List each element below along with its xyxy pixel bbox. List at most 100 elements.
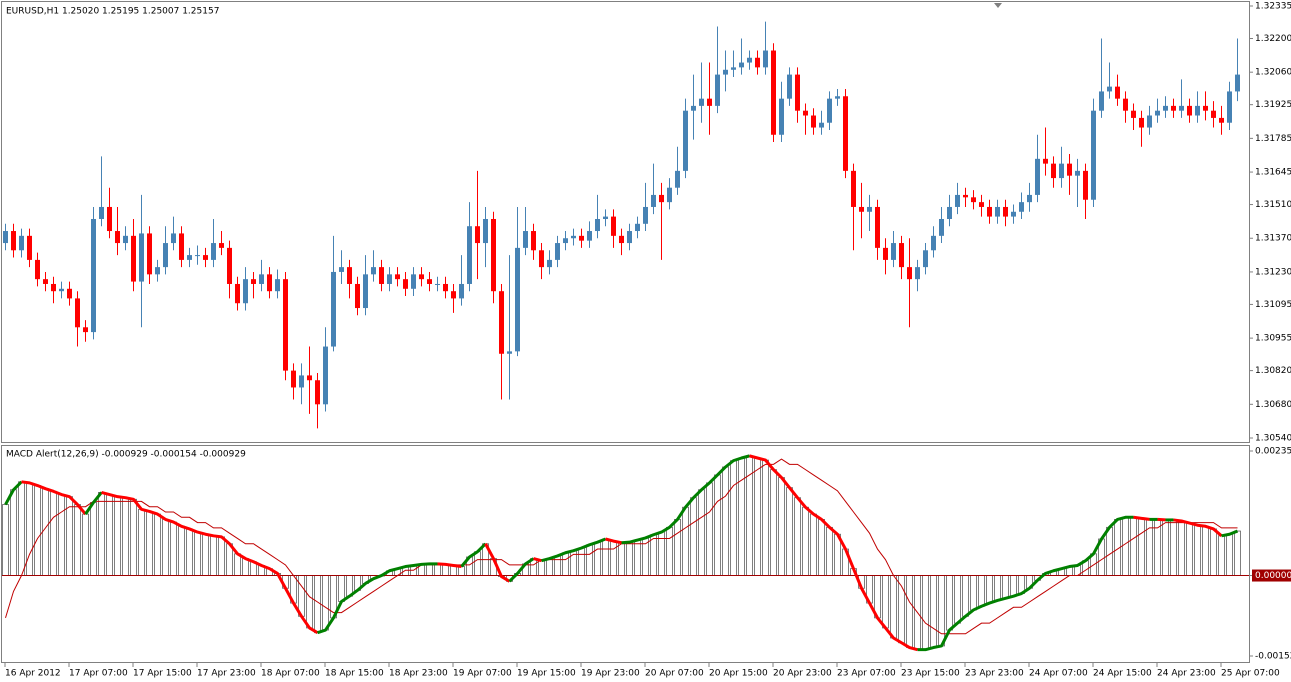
macd-line (84, 491, 103, 515)
macd-line (1133, 515, 1150, 521)
candle-body (27, 235, 32, 260)
candle-body (1131, 110, 1136, 118)
x-tick-label: 17 Apr 15:00 (133, 669, 192, 679)
candle-body (427, 279, 432, 284)
x-tick-label: 20 Apr 23:00 (773, 669, 832, 679)
candle-body (1091, 110, 1096, 200)
candle-body (275, 279, 280, 292)
candle-body (643, 206, 648, 224)
candle-body (851, 170, 856, 207)
macd-line (1221, 529, 1239, 538)
y-tick-label: 1.31230 (1255, 267, 1291, 277)
candle-body (987, 206, 992, 217)
candle-body (523, 231, 528, 248)
candle-body (731, 67, 736, 70)
candle-body (307, 375, 312, 381)
macd-line (621, 454, 750, 545)
candle-body (571, 235, 576, 239)
candle-body (419, 274, 424, 280)
y-tick-label: 1.30540 (1255, 434, 1291, 444)
candle-body (627, 231, 632, 244)
macd-line (508, 557, 535, 583)
candle-body (171, 233, 176, 244)
candle-body (747, 57, 752, 63)
x-tick-label: 18 Apr 23:00 (389, 669, 448, 679)
candle-body (227, 247, 232, 284)
candle-body (475, 226, 480, 244)
candle-body (835, 96, 840, 99)
candle-body (1171, 105, 1176, 111)
y-tick-label: -0.00152 (1255, 652, 1291, 662)
candle-body (331, 271, 336, 347)
candle-body (59, 288, 64, 292)
x-tick-label: 18 Apr 15:00 (325, 669, 384, 679)
candle-body (915, 267, 920, 280)
y-tick-label: 0.002352 (1255, 447, 1291, 457)
macd-line (917, 515, 1134, 652)
candle-body (467, 226, 472, 284)
candle-body (3, 231, 8, 244)
candle-body (315, 380, 320, 405)
candle-body (67, 288, 72, 299)
x-tick-label: 24 Apr 15:00 (1093, 669, 1152, 679)
candle-body (323, 346, 328, 405)
macd-line (484, 543, 511, 583)
candle-body (755, 57, 760, 68)
candle-body (899, 243, 904, 268)
macd-line (1157, 517, 1166, 522)
candle-body (611, 216, 616, 236)
candle-body (595, 218, 600, 232)
candle-body (395, 274, 400, 280)
x-tick-label: 20 Apr 15:00 (709, 669, 768, 679)
candle-body (811, 115, 816, 128)
candle-body (139, 233, 144, 282)
candle-body (787, 74, 792, 99)
candle-body (75, 298, 80, 328)
macd-line (533, 557, 542, 563)
candle-body (907, 267, 912, 280)
shift-marker (994, 3, 1002, 8)
candle-body (979, 202, 984, 207)
candle-body (283, 279, 288, 371)
candle-body (1027, 194, 1032, 203)
candle-body (403, 279, 408, 289)
candle-body (1051, 163, 1056, 179)
candle-body (459, 283, 464, 299)
candle-body (763, 50, 768, 68)
candle-body (267, 274, 272, 292)
candle-body (723, 69, 728, 75)
macd-line (1173, 518, 1223, 537)
candle-body (1203, 105, 1208, 111)
candle-body (355, 283, 360, 309)
y-tick-label: 1.31645 (1255, 168, 1291, 178)
candle-body (1139, 117, 1144, 128)
candle-body (955, 194, 960, 207)
x-tick-label: 19 Apr 07:00 (453, 669, 512, 679)
candle-body (163, 243, 168, 268)
candle-body (379, 267, 384, 284)
candle-body (795, 74, 800, 111)
x-tick-label: 17 Apr 07:00 (69, 669, 128, 679)
candle-body (843, 96, 848, 171)
macd-line (101, 490, 319, 634)
macd-line (541, 537, 607, 563)
macd-line (605, 537, 622, 545)
candle-body (179, 233, 184, 260)
price-pane (1, 1, 1250, 443)
candle-body (435, 283, 440, 285)
candle-body (443, 283, 448, 292)
x-tick-label: 19 Apr 23:00 (581, 669, 640, 679)
candle-body (99, 206, 104, 219)
candle-body (547, 259, 552, 268)
candle-body (155, 267, 160, 275)
y-tick-label: 1.32060 (1255, 68, 1291, 78)
candle-body (115, 231, 120, 244)
x-tick-label: 24 Apr 07:00 (1029, 669, 1088, 679)
candle-body (539, 250, 544, 268)
macd-line (437, 562, 462, 569)
candle-body (387, 274, 392, 284)
macd-line (460, 542, 487, 568)
x-tick-label: 16 Apr 2012 (5, 669, 61, 679)
